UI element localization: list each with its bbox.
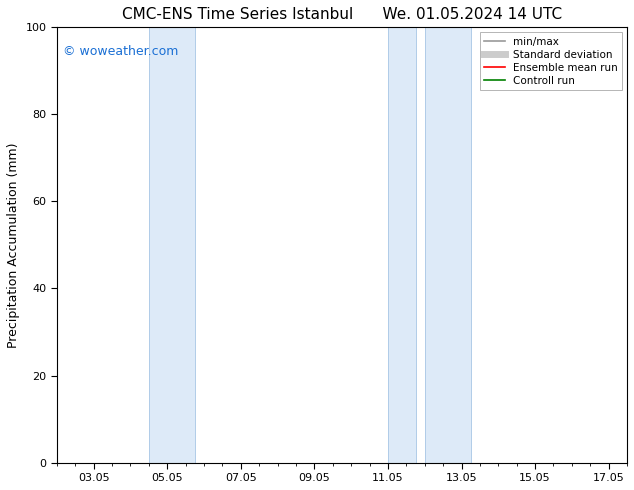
Title: CMC-ENS Time Series Istanbul      We. 01.05.2024 14 UTC: CMC-ENS Time Series Istanbul We. 01.05.2… <box>122 7 562 22</box>
Bar <box>388 27 415 463</box>
Bar <box>425 27 470 463</box>
Text: © woweather.com: © woweather.com <box>63 45 178 58</box>
Y-axis label: Precipitation Accumulation (mm): Precipitation Accumulation (mm) <box>7 142 20 348</box>
Legend: min/max, Standard deviation, Ensemble mean run, Controll run: min/max, Standard deviation, Ensemble me… <box>479 32 622 90</box>
Bar <box>149 27 195 463</box>
